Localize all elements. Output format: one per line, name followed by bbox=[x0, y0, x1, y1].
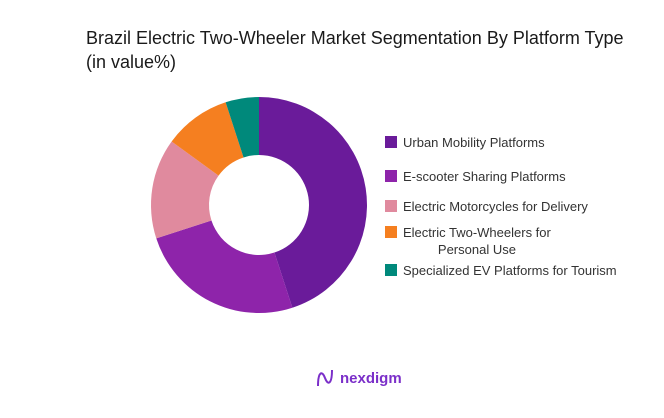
slice-3 bbox=[171, 102, 244, 176]
legend-label: Specialized EV Platforms for Tourism bbox=[403, 263, 617, 278]
legend-swatch bbox=[385, 226, 397, 238]
slice-1 bbox=[156, 220, 293, 313]
legend-swatch bbox=[385, 170, 397, 182]
slice-2 bbox=[150, 141, 219, 239]
logo-text: nexdigm bbox=[340, 369, 402, 387]
chart-title: Brazil Electric Two-Wheeler Market Segme… bbox=[86, 28, 624, 72]
slice-4 bbox=[225, 97, 259, 158]
legend-swatch bbox=[385, 200, 397, 212]
logo-icon bbox=[317, 369, 333, 387]
nexdigm-logo: nexdigm bbox=[316, 368, 402, 388]
legend-label: Electric Two-Wheelers for Personal Use bbox=[403, 225, 551, 257]
slice-0 bbox=[259, 97, 368, 308]
legend-swatch bbox=[385, 264, 397, 276]
legend-label: E-scooter Sharing Platforms bbox=[403, 169, 566, 184]
legend-swatch bbox=[385, 136, 397, 148]
legend-label: Urban Mobility Platforms bbox=[403, 135, 545, 150]
legend-label: Electric Motorcycles for Delivery bbox=[403, 199, 588, 214]
